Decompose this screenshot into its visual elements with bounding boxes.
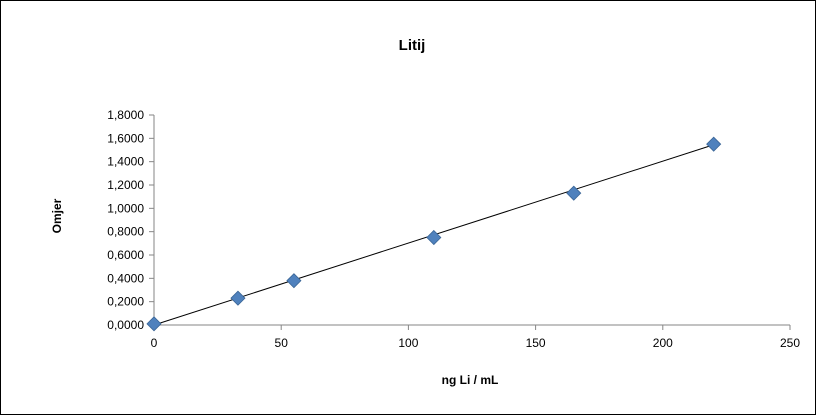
data-point-diamond xyxy=(146,316,162,332)
x-tick-label: 50 xyxy=(275,336,289,350)
x-tick-label: 150 xyxy=(526,336,546,350)
y-tick-label: 0,6000 xyxy=(107,248,144,262)
data-point-diamond xyxy=(230,290,246,306)
data-point-diamond xyxy=(566,185,582,201)
y-tick-label: 1,6000 xyxy=(107,131,144,145)
x-tick-label: 200 xyxy=(653,336,673,350)
x-axis-title: ng Li / mL xyxy=(442,373,499,387)
chart-title: Litij xyxy=(399,37,426,54)
y-tick-label: 1,2000 xyxy=(107,178,144,192)
y-tick-label: 0,4000 xyxy=(107,271,144,285)
x-tick-label: 100 xyxy=(398,336,418,350)
data-point-diamond xyxy=(426,229,442,246)
data-point-diamond xyxy=(286,273,302,289)
y-axis-title: Omjer xyxy=(50,198,64,233)
y-tick-label: 1,8000 xyxy=(107,108,144,122)
y-tick-label: 1,0000 xyxy=(107,201,144,215)
y-tick-label: 0,2000 xyxy=(107,295,144,309)
x-tick-label: 250 xyxy=(780,336,800,350)
y-tick-label: 1,4000 xyxy=(107,155,144,169)
x-tick-label: 0 xyxy=(151,336,158,350)
y-tick-label: 0,8000 xyxy=(107,225,144,239)
y-tick-label: 0,0000 xyxy=(107,318,144,332)
axes: 0,0000 0,2000 0,4000 0,6000 0,8000 1,0000 1,20… xyxy=(107,108,800,350)
data-points xyxy=(146,136,722,332)
data-point-diamond xyxy=(706,136,722,152)
